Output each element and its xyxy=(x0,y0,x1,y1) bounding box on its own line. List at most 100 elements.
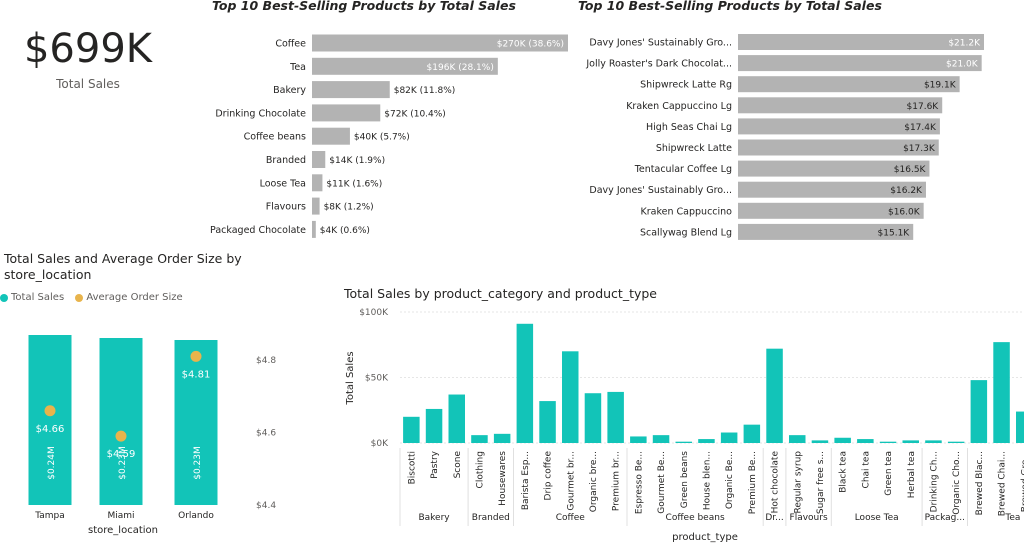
combo-chart: $0.24M$4.66Tampa$0.23M$4.59Miami$0.23M$4… xyxy=(28,335,276,536)
data-label: $16.0K xyxy=(888,207,921,217)
x-tick-label: Housewares xyxy=(498,451,508,506)
group-label: Packag... xyxy=(925,513,965,523)
data-label: $21.0K xyxy=(946,60,979,70)
x-tick-label: Espresso Be... xyxy=(634,451,644,514)
column-bar xyxy=(743,424,761,443)
x-tick-label: Black tea xyxy=(839,451,849,493)
chart3-legend: Total Sales Average Order Size xyxy=(0,292,191,304)
category-label: Shipwreck Latte Rg xyxy=(640,80,732,91)
category-label: Tentacular Coffee Lg xyxy=(634,164,732,175)
column-bar xyxy=(834,437,851,443)
kpi-value: $699K xyxy=(23,26,153,72)
category-label: Scallywag Blend Lg xyxy=(640,227,732,238)
group-label: Branded xyxy=(472,513,510,523)
bar xyxy=(99,338,143,505)
x-tick-label: Organic Be... xyxy=(725,451,735,509)
bar xyxy=(738,76,960,93)
bar xyxy=(312,127,350,145)
x-tick-label: Scone xyxy=(453,451,463,479)
category-label: Shipwreck Latte xyxy=(656,143,732,154)
bar xyxy=(738,97,943,114)
column-bar xyxy=(516,323,534,443)
legend-avg-order: Average Order Size xyxy=(86,292,183,303)
x-tick-label: Organic Cho... xyxy=(952,451,962,515)
data-label: $196K (28.1%) xyxy=(427,63,494,73)
x-tick-label: Green beans xyxy=(680,451,690,509)
x-tick-label: Orlando xyxy=(178,511,214,521)
bar-data-label: $0.24M xyxy=(47,446,57,480)
x-tick-label: Organic bre... xyxy=(589,451,599,512)
category-label: Branded xyxy=(266,155,306,166)
column-bar xyxy=(448,394,465,443)
data-label: $72K (10.4%) xyxy=(384,109,446,119)
column-bar xyxy=(675,441,692,443)
category-label: Loose Tea xyxy=(260,178,306,189)
group-label: Dr... xyxy=(765,513,783,523)
column-bar xyxy=(857,439,874,443)
category-label: Coffee beans xyxy=(244,132,306,143)
data-label: $16.2K xyxy=(890,186,923,196)
category-label: Drinking Chocolate xyxy=(215,108,306,119)
group-label: Loose Tea xyxy=(855,513,899,523)
x-tick-label: Barista Esp... xyxy=(521,451,531,510)
data-label: $16.5K xyxy=(894,165,927,175)
bar xyxy=(312,174,323,192)
x-tick-label: Biscotti xyxy=(407,451,417,484)
column-bar xyxy=(925,440,942,443)
x-tick-label: Premium Be... xyxy=(748,451,758,514)
bar xyxy=(738,55,982,72)
column-bar xyxy=(879,441,897,443)
column-bar xyxy=(471,435,488,443)
column-bar xyxy=(630,436,647,443)
bar xyxy=(312,104,381,122)
group-label: Bakery xyxy=(418,513,450,523)
category-label: Davy Jones' Sustainably Gro... xyxy=(589,185,732,196)
category-label: Bakery xyxy=(273,85,306,96)
x-tick-label: Green tea xyxy=(884,451,894,496)
x-tick-label: Chai tea xyxy=(861,451,871,488)
column-bar xyxy=(993,342,1010,443)
category-bar-chart: Coffee $270K (38.6%) Tea $196K (28.1%) Baker… xyxy=(210,34,568,238)
data-label: $21.2K xyxy=(948,39,981,49)
x-tick-label: Drinking Ch... xyxy=(929,451,939,512)
column-bar xyxy=(811,440,829,443)
data-label: $8K (1.2%) xyxy=(324,203,374,213)
y-tick-label: $0K xyxy=(371,439,389,449)
bar xyxy=(738,202,924,219)
column-bar xyxy=(403,416,420,443)
x-tick-label: Brewed Chai... xyxy=(998,451,1008,516)
category-label: Kraken Cappuccino Lg xyxy=(626,101,732,112)
x-axis-title: product_type xyxy=(672,532,738,543)
column-bar xyxy=(652,435,670,443)
product-bar-chart: Davy Jones' Sustainably Gro... $21.2K Joll… xyxy=(585,34,984,240)
column-bar xyxy=(947,441,965,443)
avg-order-marker xyxy=(190,350,202,362)
data-label: $4K (0.6%) xyxy=(320,226,370,236)
data-label: $19.1K xyxy=(924,81,957,91)
chart3-title: Total Sales and Average Order Size by st… xyxy=(4,251,242,282)
bar xyxy=(738,181,926,198)
x-tick-label: Hot chocolate xyxy=(771,451,781,514)
data-label: $270K (38.6%) xyxy=(497,40,564,50)
bar xyxy=(312,34,568,52)
legend-teal-dot xyxy=(0,293,8,302)
marker-data-label: $4.81 xyxy=(182,369,211,380)
x-axis-title: store_location xyxy=(88,525,158,536)
column-chart: $0K $50K $100K Total Sales Biscotti Pastry Sco… xyxy=(345,308,1024,543)
category-label: Tea xyxy=(289,62,306,73)
data-label: $11K (1.6%) xyxy=(326,179,382,189)
x-tick-label: Herbal tea xyxy=(907,451,917,498)
column-bar xyxy=(902,440,919,443)
bar xyxy=(174,340,218,505)
chart4-title: Total Sales by product_category and prod… xyxy=(344,286,658,301)
column-bar xyxy=(539,401,556,443)
category-label: Jolly Roaster's Dark Chocolat... xyxy=(585,59,732,70)
y-axis-title: Total Sales xyxy=(345,351,356,405)
marker-data-label: $4.66 xyxy=(36,424,65,435)
category-label: Packaged Chocolate xyxy=(210,225,306,236)
column-bar xyxy=(607,391,624,443)
x-tick-label: Gourmet br... xyxy=(566,451,576,511)
data-label: $17.3K xyxy=(903,144,936,154)
legend-gold-dot xyxy=(75,293,84,302)
x-tick-label: Gourmet Be... xyxy=(657,451,667,514)
